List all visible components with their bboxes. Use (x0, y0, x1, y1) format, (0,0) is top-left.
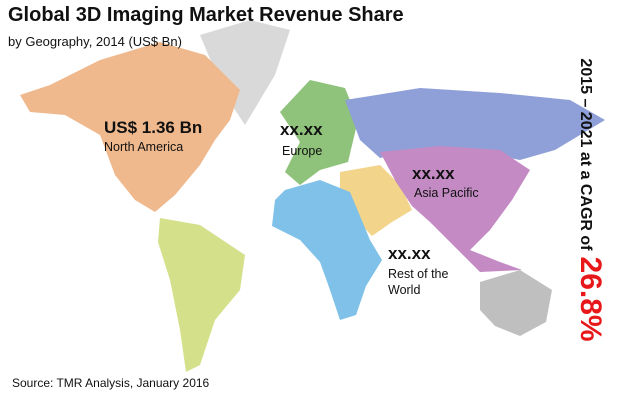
region-name: Rest of the World (388, 267, 449, 297)
cagr-value: 26.8% (574, 256, 607, 342)
north-america (20, 42, 240, 212)
region-name: North America (104, 140, 184, 154)
source: Source: TMR Analysis, January 2016 (12, 376, 210, 390)
cagr-note: 2015 – 2021 at a CAGR of 26.8% (573, 58, 607, 341)
subtitle: by Geography, 2014 (US$ Bn) (8, 34, 182, 49)
russia (345, 88, 605, 160)
south-america (158, 218, 245, 372)
region-value: xx.xx (280, 120, 323, 139)
greenland (200, 20, 290, 125)
region-value: xx.xx (412, 164, 455, 183)
region-value: US$ 1.36 Bn (104, 118, 203, 137)
region-value: xx.xx (388, 244, 431, 263)
africa (272, 180, 382, 320)
asia-pacific (380, 146, 530, 272)
europe (280, 80, 358, 185)
title: Global 3D Imaging Market Revenue Share (8, 4, 404, 26)
region-name: Asia Pacific (414, 186, 479, 200)
region-name: Europe (282, 144, 323, 158)
australia (480, 270, 552, 336)
cagr-text: 2015 – 2021 at a CAGR of (577, 58, 594, 251)
